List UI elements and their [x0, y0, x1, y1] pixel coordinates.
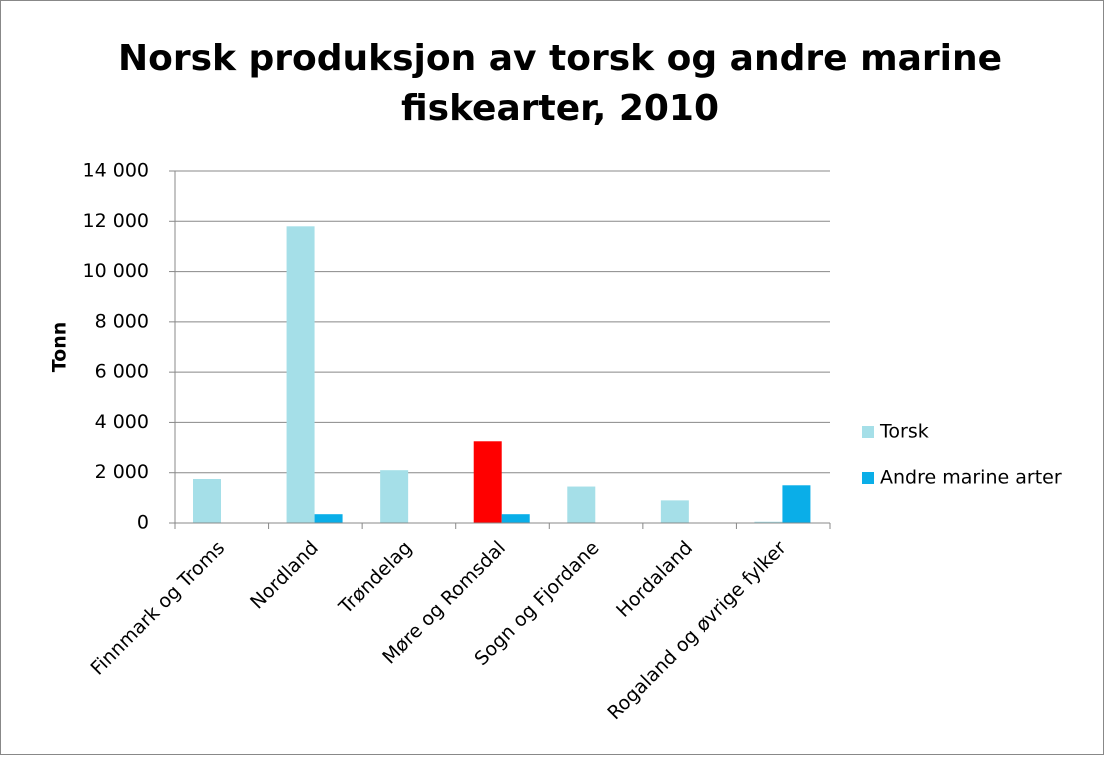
y-tick-label: 2 000	[95, 461, 149, 483]
legend-label: Torsk	[879, 421, 929, 443]
bar	[754, 521, 783, 523]
bar	[314, 514, 343, 523]
legend-swatch	[862, 472, 874, 484]
y-tick-label: 6 000	[95, 361, 149, 383]
bar	[473, 441, 502, 523]
y-axis-label: Tonn	[49, 322, 71, 373]
bar	[380, 470, 409, 523]
y-tick-label: 12 000	[83, 210, 149, 232]
y-tick-label: 4 000	[95, 411, 149, 433]
legend-swatch	[862, 426, 874, 438]
legend-label: Andre marine arter	[880, 467, 1062, 489]
chart-title: Norsk produksjon av torsk og andre marin…	[118, 38, 1002, 79]
bar	[193, 479, 221, 523]
bar	[501, 514, 530, 523]
bar	[782, 485, 811, 523]
y-tick-label: 0	[137, 512, 149, 534]
bar	[286, 226, 315, 524]
bar	[567, 486, 596, 523]
chart-title: fiskearter, 2010	[401, 88, 719, 129]
bar	[660, 500, 689, 523]
y-tick-label: 10 000	[83, 260, 149, 282]
y-tick-label: 14 000	[83, 160, 149, 182]
y-tick-label: 8 000	[95, 310, 149, 332]
